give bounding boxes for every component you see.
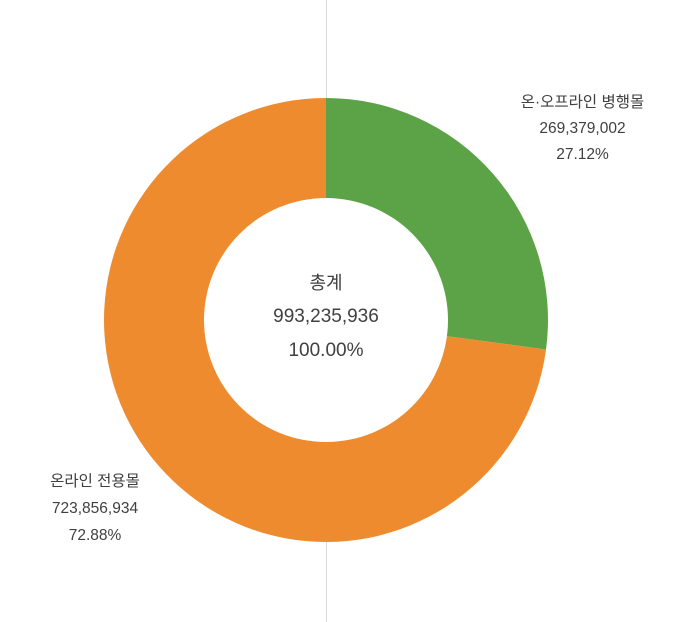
slice-label-value: 723,856,934 [51,500,139,517]
slice-label-percent: 27.12% [556,146,609,163]
slice-label-name: 온라인 전용몰 [50,473,140,490]
total-percent: 100.00% [288,340,364,361]
slice-label-name: 온·오프라인 병행몰 [520,94,645,111]
total-title: 총계 [309,273,343,293]
donut-hole [204,198,448,442]
total-center-label: 총계 993,235,936 100.00% [216,266,436,368]
slice-label-percent: 72.88% [68,527,122,544]
slice-label-value: 269,379,002 [539,120,626,137]
slice-label-online-only-mall: 온라인 전용몰 723,856,934 72.88% [5,468,185,549]
total-value: 993,235,936 [273,306,379,327]
slice-label-parallel-mall: 온·오프라인 병행몰 269,379,002 27.12% [480,90,685,168]
